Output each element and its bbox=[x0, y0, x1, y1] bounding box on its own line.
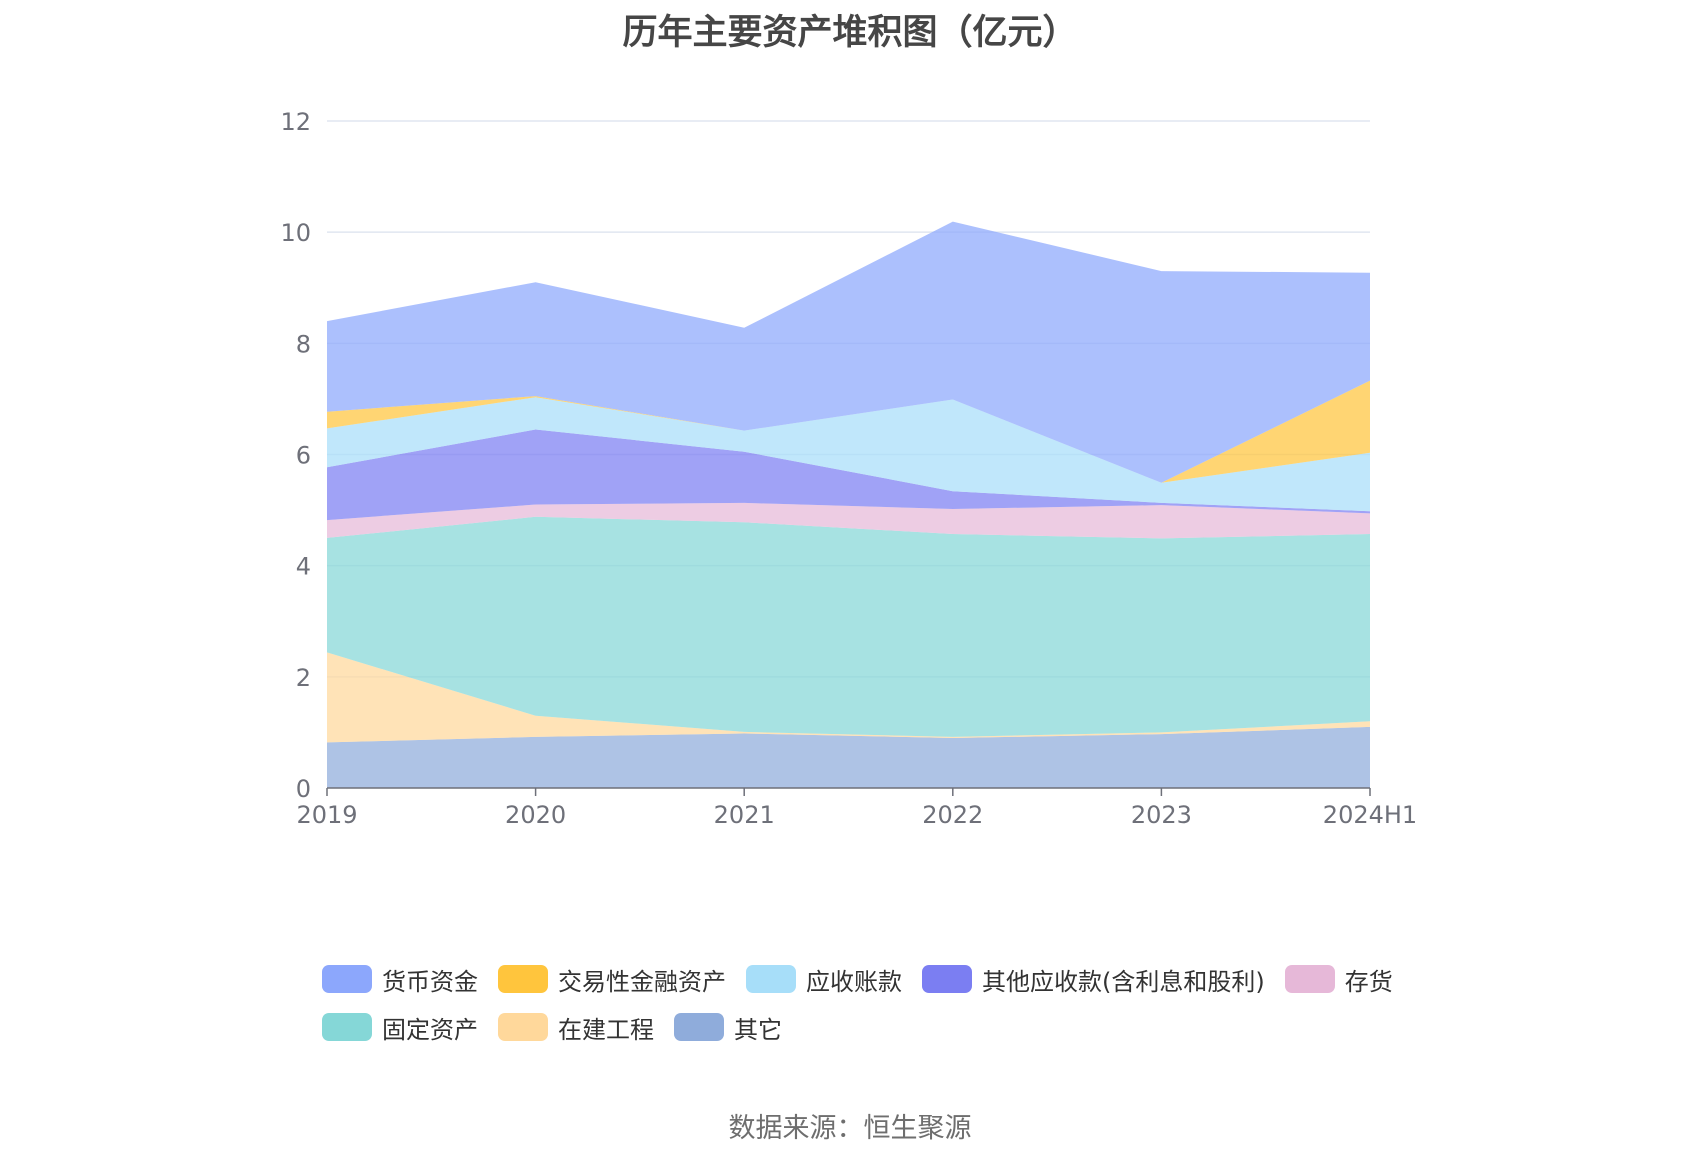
area-series-5 bbox=[327, 397, 1370, 512]
legend-item[interactable]: 存货 bbox=[1284, 962, 1393, 997]
legend-swatch bbox=[1284, 965, 1335, 993]
legend-swatch bbox=[746, 965, 796, 993]
y-tick-label: 10 bbox=[280, 219, 311, 247]
legend-swatch bbox=[322, 965, 372, 993]
source-note: 数据来源：恒生聚源 bbox=[728, 1113, 972, 1144]
legend-label: 其它 bbox=[734, 1015, 782, 1044]
x-tick-label: 2024H1 bbox=[1323, 801, 1417, 829]
area-series-7 bbox=[327, 221, 1370, 483]
area-series-2 bbox=[327, 516, 1370, 737]
area-series-1 bbox=[327, 652, 1370, 743]
area-series-0 bbox=[327, 726, 1370, 788]
x-tick-label: 2020 bbox=[505, 801, 566, 829]
legend-label: 存货 bbox=[1344, 967, 1393, 996]
legend-swatch bbox=[322, 1013, 372, 1041]
y-tick-label: 4 bbox=[296, 553, 311, 581]
legend-label: 固定资产 bbox=[382, 1015, 478, 1044]
legend-swatch bbox=[498, 965, 548, 993]
y-tick-label: 12 bbox=[280, 108, 311, 136]
y-tick-label: 0 bbox=[296, 775, 311, 803]
legend-item[interactable]: 其它 bbox=[674, 1010, 782, 1045]
area-series-3 bbox=[327, 502, 1370, 539]
legend-item[interactable]: 货币资金 bbox=[322, 962, 478, 997]
area-series-4 bbox=[327, 429, 1370, 521]
area-series-layer bbox=[327, 221, 1370, 788]
legend-item[interactable]: 在建工程 bbox=[498, 1010, 654, 1045]
legend-item[interactable]: 固定资产 bbox=[322, 1010, 478, 1045]
x-tick-label: 2022 bbox=[922, 801, 983, 829]
legend-item[interactable]: 交易性金融资产 bbox=[498, 962, 726, 997]
y-tick-label: 8 bbox=[296, 330, 311, 358]
legend-item[interactable]: 应收账款 bbox=[746, 962, 902, 997]
y-tick-label: 6 bbox=[296, 442, 311, 470]
axes: 0 2 4 6 8 10 12 2019 2020 2021 2022 2023 2024H1 bbox=[280, 108, 1417, 829]
legend: 货币资金 交易性金融资产 应收账款 其他应收款(含利息和股利) 存货固定资产 在建工程 其它 bbox=[322, 955, 1422, 1051]
legend-label: 交易性金融资产 bbox=[558, 967, 726, 996]
legend-label: 在建工程 bbox=[558, 1015, 654, 1044]
x-tick-label: 2019 bbox=[296, 801, 357, 829]
chart-title: 历年主要资产堆积图（亿元） bbox=[622, 13, 1078, 53]
legend-row: 货币资金 交易性金融资产 应收账款 其他应收款(含利息和股利) 存货 bbox=[322, 955, 1422, 1003]
legend-label: 应收账款 bbox=[806, 967, 902, 996]
x-tick-label: 2021 bbox=[714, 801, 775, 829]
legend-item[interactable]: 其他应收款(含利息和股利) bbox=[922, 962, 1265, 997]
legend-row: 固定资产 在建工程 其它 bbox=[322, 1003, 1422, 1051]
y-tick-label: 2 bbox=[296, 664, 311, 692]
legend-swatch bbox=[922, 965, 972, 993]
legend-label: 货币资金 bbox=[382, 967, 478, 996]
x-tick-label: 2023 bbox=[1131, 801, 1192, 829]
legend-swatch bbox=[498, 1013, 548, 1041]
legend-swatch bbox=[674, 1013, 724, 1041]
legend-label: 其他应收款(含利息和股利) bbox=[982, 967, 1265, 996]
